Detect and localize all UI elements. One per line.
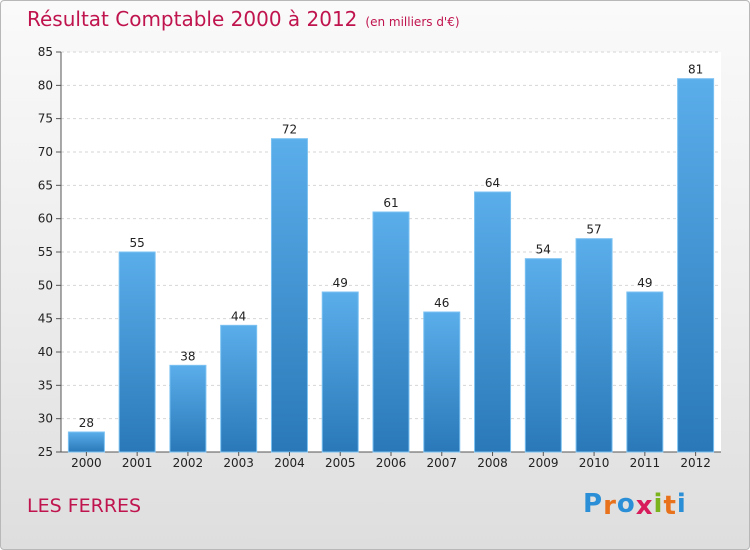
proxiti-logo: Proxiti xyxy=(583,489,687,521)
y-tick-label: 35 xyxy=(38,378,53,392)
y-tick-label: 45 xyxy=(38,312,53,326)
y-tick-label: 25 xyxy=(38,445,53,459)
place-name: LES FERRES xyxy=(27,495,142,517)
y-tick-label: 80 xyxy=(38,78,53,92)
logo-letter: i xyxy=(676,489,687,519)
value-label: 64 xyxy=(485,176,500,190)
x-tick-label: 2012 xyxy=(680,456,711,470)
logo-letter: x xyxy=(635,491,654,521)
value-label: 54 xyxy=(536,243,551,257)
y-tick-label: 50 xyxy=(38,278,53,292)
value-label: 55 xyxy=(130,236,145,250)
value-label: 72 xyxy=(282,123,297,137)
bar xyxy=(67,431,105,453)
chart-title: Résultat Comptable 2000 à 2012 (en millie… xyxy=(27,7,460,31)
bar xyxy=(575,238,613,453)
bar xyxy=(474,191,512,453)
x-tick-label: 2007 xyxy=(426,456,457,470)
value-label: 81 xyxy=(688,63,703,77)
bar xyxy=(372,211,410,453)
value-label: 61 xyxy=(383,196,398,210)
value-label: 28 xyxy=(79,416,94,430)
value-label: 49 xyxy=(637,276,652,290)
bar xyxy=(169,364,207,453)
y-tick-label: 60 xyxy=(38,212,53,226)
x-tick-label: 2010 xyxy=(579,456,610,470)
bar xyxy=(321,291,359,453)
x-tick-label: 2006 xyxy=(376,456,407,470)
value-label: 38 xyxy=(180,349,195,363)
value-label: 57 xyxy=(586,223,601,237)
x-tick-label: 2009 xyxy=(528,456,559,470)
x-tick-label: 2011 xyxy=(630,456,661,470)
logo-letter: o xyxy=(616,489,636,519)
bar xyxy=(118,251,156,453)
bar xyxy=(270,138,308,453)
y-tick-label: 30 xyxy=(38,412,53,426)
logo-letter: t xyxy=(663,491,677,521)
bar xyxy=(626,291,664,453)
logo-letter: i xyxy=(653,489,664,519)
logo-letter: P xyxy=(583,489,604,519)
x-tick-label: 2002 xyxy=(173,456,204,470)
bar xyxy=(524,258,562,453)
value-label: 44 xyxy=(231,309,246,323)
x-tick-label: 2008 xyxy=(477,456,508,470)
y-tick-label: 70 xyxy=(38,145,53,159)
logo-letter: r xyxy=(603,491,617,521)
x-tick-label: 2000 xyxy=(71,456,102,470)
bar xyxy=(423,311,461,453)
title-text: Résultat Comptable 2000 à 2012 xyxy=(27,7,358,31)
y-tick-label: 55 xyxy=(38,245,53,259)
x-tick-label: 2005 xyxy=(325,456,356,470)
bar xyxy=(677,78,715,453)
unit-label: (en milliers d'€) xyxy=(365,15,460,29)
x-tick-label: 2001 xyxy=(122,456,153,470)
x-tick-label: 2004 xyxy=(274,456,305,470)
y-tick-label: 85 xyxy=(38,45,53,59)
value-label: 49 xyxy=(333,276,348,290)
bar xyxy=(220,324,258,453)
y-tick-label: 65 xyxy=(38,178,53,192)
value-label: 46 xyxy=(434,296,449,310)
x-tick-label: 2003 xyxy=(223,456,254,470)
y-tick-label: 75 xyxy=(38,112,53,126)
y-tick-label: 40 xyxy=(38,345,53,359)
